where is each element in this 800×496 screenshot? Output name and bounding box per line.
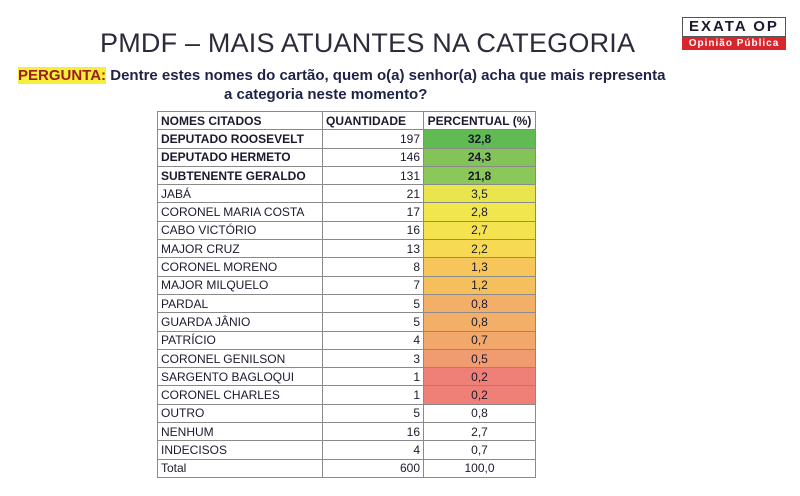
table-cell: 5 <box>322 312 424 332</box>
table-cell: SUBTENENTE GERALDO <box>157 165 323 186</box>
question-line: Dentre estes nomes do cartão, quem o(a) … <box>110 67 666 84</box>
question-label: PERGUNTA: <box>18 67 107 84</box>
table-cell: 100,0 <box>423 458 536 478</box>
table-cell: NENHUM <box>157 422 323 442</box>
table-cell: CORONEL GENILSON <box>157 348 323 369</box>
table-row: JABÁ 21 3,5 <box>157 184 536 204</box>
table-row: CORONEL CHARLES 1 0,2 <box>157 385 536 405</box>
table-row: OUTRO 5 0,8 <box>157 403 536 424</box>
table-row: PATRÍCIO 4 0,7 <box>157 330 536 350</box>
table-cell: MAJOR CRUZ <box>157 239 323 259</box>
table-cell: MAJOR MILQUELO <box>157 275 323 295</box>
table-cell: 3,5 <box>423 184 536 204</box>
table-cell: 21 <box>322 184 424 204</box>
question-line: a categoria neste momento? <box>224 86 428 103</box>
table-cell: JABÁ <box>157 184 323 204</box>
table-cell: 16 <box>322 422 424 442</box>
table-cell: 3 <box>322 348 424 369</box>
logo-name: EXATA OP <box>682 17 786 37</box>
table-cell: 0,8 <box>423 312 536 332</box>
table-cell: 0,2 <box>423 367 536 387</box>
table-cell: 2,8 <box>423 202 536 222</box>
table: NOMES CITADOS QUANTIDADE PERCENTUAL (%) DEP… <box>157 110 536 478</box>
table-cell: 7 <box>322 275 424 295</box>
table-cell: 0,7 <box>423 330 536 350</box>
table-cell: 21,8 <box>423 165 536 186</box>
table-row: NENHUM 16 2,7 <box>157 422 536 442</box>
table-row: MAJOR MILQUELO 7 1,2 <box>157 275 536 295</box>
table-cell: 8 <box>322 257 424 277</box>
table-row: DEPUTADO ROOSEVELT 197 32,8 <box>157 129 536 149</box>
table-cell: 0,8 <box>423 403 536 424</box>
table-cell: 2,2 <box>423 239 536 259</box>
table-cell: 197 <box>322 129 424 149</box>
table-cell: 1 <box>322 367 424 387</box>
table-cell: 146 <box>322 147 424 167</box>
table-row: SARGENTO BAGLOQUI 1 0,2 <box>157 367 536 387</box>
table-cell: OUTRO <box>157 403 323 424</box>
table-row: PARDAL 5 0,8 <box>157 293 536 314</box>
table-cell: 600 <box>322 458 424 478</box>
table-row: GUARDA JÂNIO 5 0,8 <box>157 312 536 332</box>
table-cell: PARDAL <box>157 293 323 314</box>
question: PERGUNTA: Dentre estes nomes do cartão, … <box>18 66 665 104</box>
table-row: CORONEL MARIA COSTA 17 2,8 <box>157 202 536 222</box>
header-row: NOMES CITADOS QUANTIDADE PERCENTUAL (%) <box>157 110 536 131</box>
table-cell: 4 <box>322 440 424 460</box>
table-cell: 2,7 <box>423 220 536 241</box>
table-cell: 16 <box>322 220 424 241</box>
table-row: Total 600 100,0 <box>157 458 536 478</box>
table-cell: DEPUTADO HERMETO <box>157 147 323 167</box>
table-cell: CORONEL MARIA COSTA <box>157 202 323 222</box>
table-cell: 0,7 <box>423 440 536 460</box>
table-row: CORONEL MORENO 8 1,3 <box>157 257 536 277</box>
logo: EXATA OP Opinião Pública <box>682 17 786 50</box>
logo-tagline: Opinião Pública <box>682 37 786 50</box>
table-cell: 5 <box>322 293 424 314</box>
table-row: MAJOR CRUZ 13 2,2 <box>157 239 536 259</box>
table-cell: GUARDA JÂNIO <box>157 312 323 332</box>
table-cell: SARGENTO BAGLOQUI <box>157 367 323 387</box>
table-cell: 13 <box>322 239 424 259</box>
table-cell: CORONEL MORENO <box>157 257 323 277</box>
table-cell: CABO VICTÓRIO <box>157 220 323 241</box>
table-cell: 24,3 <box>423 147 536 167</box>
table-cell: INDECISOS <box>157 440 323 460</box>
table-cell: PATRÍCIO <box>157 330 323 350</box>
table-row: SUBTENENTE GERALDO 131 21,8 <box>157 165 536 186</box>
table-cell: 4 <box>322 330 424 350</box>
table-cell: 2,7 <box>423 422 536 442</box>
column-header: NOMES CITADOS <box>157 110 323 131</box>
column-header: PERCENTUAL (%) <box>423 110 536 131</box>
title: PMDF – MAIS ATUANTES NA CATEGORIA <box>100 28 636 58</box>
table-row: INDECISOS 4 0,7 <box>157 440 536 460</box>
table-row: CORONEL GENILSON 3 0,5 <box>157 348 536 369</box>
table-cell: 5 <box>322 403 424 424</box>
table-row: DEPUTADO HERMETO 146 24,3 <box>157 147 536 167</box>
table-cell: 1 <box>322 385 424 405</box>
table-cell: 0,2 <box>423 385 536 405</box>
table-cell: CORONEL CHARLES <box>157 385 323 405</box>
table-cell: 0,5 <box>423 348 536 369</box>
table-cell: DEPUTADO ROOSEVELT <box>157 129 323 149</box>
table-cell: 0,8 <box>423 293 536 314</box>
table-cell: 131 <box>322 165 424 186</box>
table-cell: 32,8 <box>423 129 536 149</box>
table-row: CABO VICTÓRIO 16 2,7 <box>157 220 536 241</box>
table-cell: 1,3 <box>423 257 536 277</box>
table-cell: 17 <box>322 202 424 222</box>
column-header: QUANTIDADE <box>322 110 424 131</box>
table-cell: Total <box>157 458 323 478</box>
table-cell: 1,2 <box>423 275 536 295</box>
